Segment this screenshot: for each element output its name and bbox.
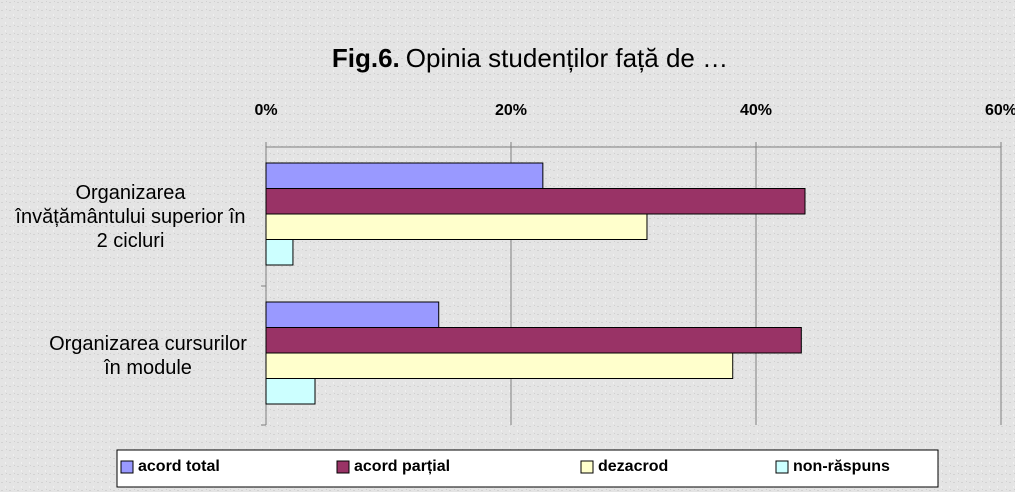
title-label: Fig.6. [332, 43, 400, 73]
legend-label: acord parțial [354, 458, 450, 475]
legend-label: non-răspuns [793, 458, 890, 475]
legend-swatch [580, 460, 594, 474]
y-tick-label: Organizarea învățământului superior în 2… [15, 181, 246, 252]
bar [265, 352, 734, 379]
legend-swatch [775, 460, 789, 474]
legend-label: acord total [138, 458, 220, 475]
legend-swatch [336, 460, 350, 474]
bar [265, 213, 648, 240]
legend [116, 449, 939, 488]
bar [265, 188, 806, 215]
bar [265, 327, 802, 354]
x-tick-label: 0% [254, 102, 277, 119]
x-tick-label: 60% [985, 102, 1015, 119]
y-label-box: Organizarea învățământului superior în 2… [15, 181, 246, 252]
title-text: Opinia studenților față de … [406, 43, 728, 73]
bar [265, 301, 440, 328]
bar [265, 239, 294, 266]
x-tick-label: 20% [495, 102, 527, 119]
y-tick-label: Organizarea cursurilor în module [49, 332, 247, 379]
legend-label: dezacrod [598, 458, 668, 475]
x-tick-label: 40% [740, 102, 772, 119]
chart-title: Fig.6. Opinia studenților față de … [332, 43, 728, 73]
y-label-box: Organizarea cursurilor în module [49, 332, 247, 379]
bar [265, 162, 544, 189]
bar [265, 378, 316, 405]
legend-swatch [120, 460, 134, 474]
